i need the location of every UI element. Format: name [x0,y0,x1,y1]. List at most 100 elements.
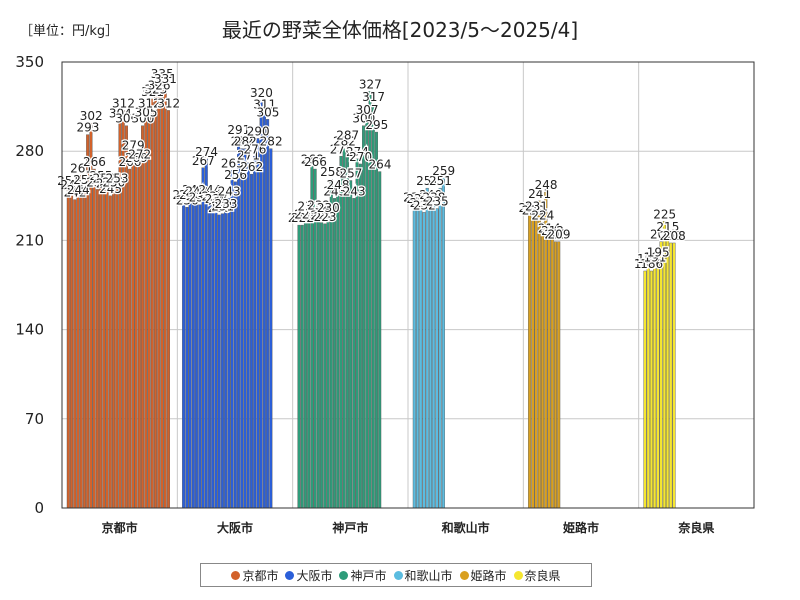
bar [160,80,164,509]
data-label: 209 [650,228,673,242]
data-label: 241 [528,187,551,201]
data-label: 261 [70,161,93,175]
bar [198,204,202,509]
data-label: 293 [77,121,100,135]
bar [92,168,96,509]
bar [416,205,420,509]
data-label: 208 [663,229,686,243]
data-label: 235 [426,195,449,209]
data-label: 230 [208,201,231,215]
data-label: 295 [365,118,388,132]
data-label: 250 [102,175,125,189]
y-tick-label: 350 [15,53,44,71]
bar [336,191,340,509]
data-label: 234 [410,196,433,210]
data-label: 302 [80,109,103,123]
legend-swatch [339,570,349,580]
data-label: 239 [202,189,225,203]
data-label: 253 [106,172,129,186]
data-label: 335 [151,67,174,81]
legend: 京都市 大阪市 神戸市 和歌山市 姫路市 奈良県 [200,563,592,587]
data-label: 290 [247,124,270,138]
data-label: 276 [330,142,353,156]
data-label: 243 [323,184,346,198]
data-label: 209 [548,228,571,242]
data-label: 282 [333,135,356,149]
bar [153,96,158,509]
bar [262,111,266,509]
data-label: 321 [141,85,164,99]
data-label: 312 [112,96,135,110]
data-label: 258 [320,165,343,179]
bar [297,224,301,509]
legend-swatch [393,570,403,580]
bar [653,264,657,509]
data-label: 266 [83,155,106,169]
bar [166,110,170,509]
data-label: 307 [356,103,379,117]
data-label: 244 [198,183,221,197]
bar [329,179,333,509]
data-label: 300 [352,112,375,126]
data-label: 222 [291,211,314,225]
data-label: 271 [237,149,260,163]
bar [105,190,109,509]
bar [378,171,382,509]
data-label: 231 [525,200,548,214]
data-label: 251 [429,174,452,188]
bar [191,196,195,509]
bar [323,223,327,509]
legend-label: 和歌山市 [404,568,453,583]
data-label: 255 [89,169,112,183]
series-0: 2512482422442612522933022662502552532492… [56,66,181,509]
bar [82,186,86,509]
bar [534,213,538,509]
legend-label: 奈良県 [524,568,561,583]
bar [112,189,116,509]
legend-label: 京都市 [242,568,279,583]
bar [201,167,205,509]
bar [128,168,132,509]
bar [217,214,221,509]
data-label: 245 [99,182,122,196]
bar [195,198,199,509]
x-category-label: 大阪市 [217,520,253,535]
data-label: 224 [310,209,333,223]
bar [428,201,432,509]
data-label: 243 [343,184,366,198]
data-label: 253 [93,172,116,186]
x-category-label: 神戸市 [332,520,368,535]
data-label: 190 [637,252,660,266]
data-label: 242 [64,186,87,200]
bar [137,161,141,509]
legend-swatch [459,570,469,580]
bar [659,241,663,509]
bar [537,200,541,509]
data-label: 262 [240,160,263,174]
bar [547,235,551,509]
bar [115,185,119,509]
data-label: 237 [205,192,228,206]
data-label: 266 [304,155,327,169]
data-label: 232 [307,198,330,212]
data-label: 251 [416,174,439,188]
legend-item: 神戸市 [339,567,387,584]
bar [528,214,532,509]
data-label: 250 [86,175,109,189]
bar [432,204,436,509]
bar [249,173,253,509]
data-label: 305 [135,105,158,119]
bar [307,213,311,509]
bar [141,125,145,509]
data-label: 282 [231,135,254,149]
legend-swatch [285,570,295,580]
bar [73,199,77,509]
bar [349,180,353,509]
x-category-label: 奈良県 [677,520,714,535]
data-label: 282 [260,135,283,149]
data-label: 304 [109,107,132,121]
data-label: 267 [192,154,215,168]
data-label: 233 [214,197,237,211]
legend-item: 和歌山市 [393,567,453,584]
